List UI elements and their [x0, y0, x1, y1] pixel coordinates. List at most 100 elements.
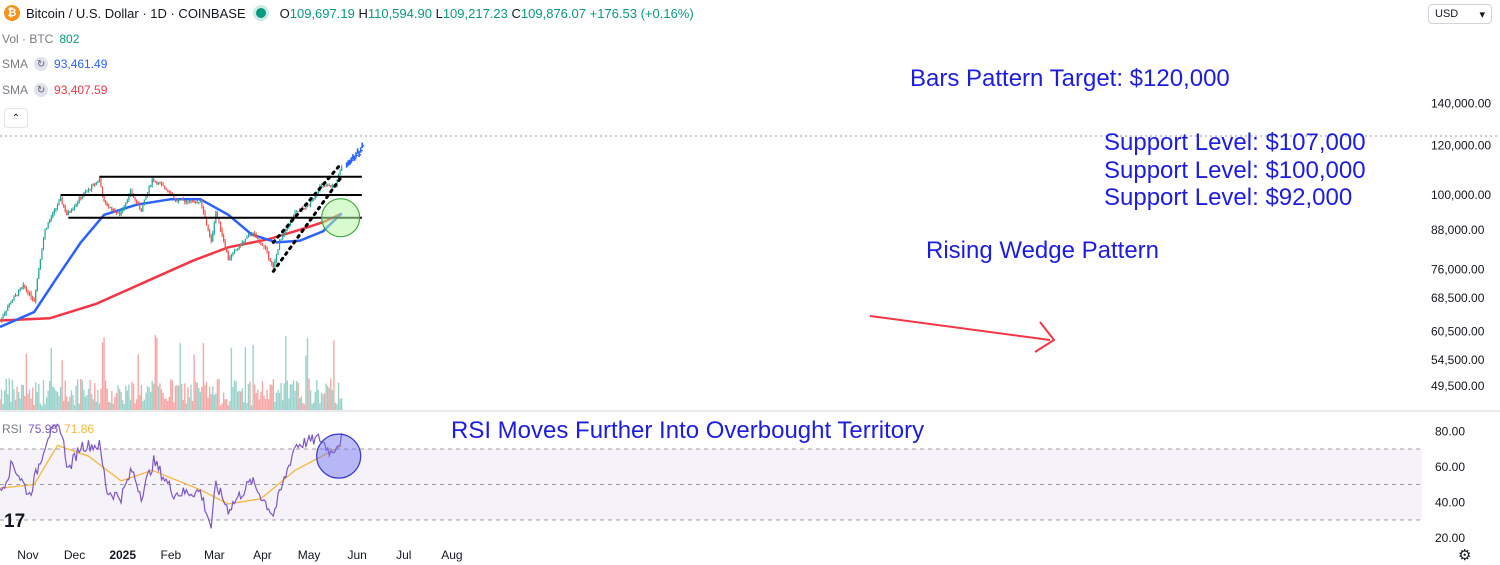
- volume-bar: [170, 379, 172, 410]
- high-value: 110,594.90: [367, 5, 432, 21]
- volume-bar: [216, 379, 219, 410]
- candle-body: [226, 247, 228, 253]
- volume-bar: [13, 389, 15, 410]
- volume-bar: [281, 400, 284, 410]
- volume-bar: [52, 386, 54, 410]
- candle-body: [223, 235, 225, 242]
- refresh-icon[interactable]: ↻: [34, 83, 49, 97]
- volume-bar: [171, 380, 174, 410]
- candle-body: [160, 183, 163, 185]
- volume-bar: [208, 386, 211, 410]
- candle-body: [331, 185, 333, 188]
- volume-bar: [42, 379, 45, 410]
- rsi-axis-label: 80.00: [1435, 424, 1465, 438]
- volume-bar: [313, 402, 315, 410]
- volume-bar: [176, 384, 178, 410]
- volume-bar: [10, 401, 12, 410]
- volume-bar: [297, 382, 299, 410]
- candle-body: [277, 250, 279, 255]
- volume-legend[interactable]: Vol · BTC 802: [2, 32, 79, 46]
- candle-body: [95, 182, 97, 185]
- volume-bar: [291, 384, 293, 410]
- refresh-icon[interactable]: ↻: [34, 57, 49, 71]
- trend-arrow-shaft: [869, 315, 1051, 341]
- candle-body: [73, 206, 76, 209]
- volume-bar: [160, 389, 163, 410]
- volume-bar: [244, 347, 247, 410]
- volume-bar: [255, 393, 257, 410]
- candle-body: [8, 303, 10, 308]
- volume-bar: [87, 388, 90, 410]
- sma-200-legend[interactable]: SMA ↻ 93,407.59: [2, 83, 107, 97]
- candle-body: [42, 238, 45, 250]
- volume-bar: [247, 383, 250, 410]
- candle-body: [106, 203, 108, 207]
- symbol-title[interactable]: Bitcoin / U.S. Dollar · 1D · COINBASE: [26, 5, 246, 21]
- volume-bar: [319, 403, 321, 410]
- volume-bar: [263, 395, 265, 410]
- candle-body: [118, 212, 121, 216]
- volume-bar: [104, 380, 107, 410]
- collapse-legend-button[interactable]: ⌃: [4, 108, 28, 128]
- volume-bar: [333, 340, 335, 410]
- candle-body: [75, 204, 77, 207]
- candle-body: [19, 288, 21, 291]
- volume-bar: [286, 380, 289, 410]
- volume-bar: [81, 380, 84, 410]
- volume-bar: [78, 403, 80, 410]
- candle-body: [25, 287, 28, 291]
- candle-body: [233, 250, 236, 253]
- candle-body: [282, 234, 284, 240]
- volume-bar: [328, 388, 330, 410]
- volume-bar: [253, 384, 256, 410]
- volume-bar: [44, 403, 46, 410]
- candle-body: [320, 186, 323, 188]
- gear-icon[interactable]: ⚙: [1458, 547, 1472, 564]
- volume-bar: [299, 398, 301, 410]
- candle-body: [323, 185, 326, 187]
- candle-body: [254, 233, 256, 236]
- volume-bar: [185, 403, 188, 410]
- candle-body: [306, 205, 309, 207]
- volume-bar: [246, 403, 248, 410]
- candle-body: [297, 211, 299, 213]
- candle-body: [296, 211, 298, 213]
- currency-select[interactable]: USD ▾: [1428, 4, 1492, 24]
- candle-body: [112, 208, 114, 211]
- volume-bar: [106, 388, 108, 410]
- volume-bar: [145, 392, 147, 410]
- candle-body: [317, 191, 319, 194]
- volume-bar: [285, 335, 287, 410]
- rsi-legend[interactable]: RSI 75.95 71.86: [2, 422, 94, 436]
- volume-bar: [76, 379, 79, 410]
- volume-bar: [19, 398, 21, 410]
- volume-bar: [275, 392, 278, 410]
- volume-bar: [292, 380, 295, 410]
- candle-body: [210, 235, 212, 242]
- candle-body: [176, 200, 178, 202]
- volume-bar: [156, 337, 158, 410]
- time-axis-label: Jul: [396, 548, 411, 562]
- volume-bar: [222, 392, 225, 410]
- volume-bar: [177, 385, 180, 410]
- volume-bar: [173, 402, 175, 410]
- volume-bar: [16, 386, 18, 410]
- volume-bar: [0, 399, 1, 410]
- volume-bar: [126, 390, 129, 410]
- candle-body: [67, 211, 69, 216]
- candle-body: [181, 199, 183, 201]
- candle-body: [153, 178, 155, 182]
- candle-body: [263, 245, 265, 247]
- candle-body: [201, 200, 203, 207]
- candle-body: [179, 199, 181, 201]
- volume-bar: [14, 399, 17, 410]
- volume-bar: [56, 391, 59, 410]
- candle-body: [81, 196, 83, 199]
- candle-body: [56, 205, 59, 209]
- volume-bar: [274, 401, 276, 410]
- candle-body: [243, 240, 245, 243]
- symbol-header: ₿ Bitcoin / U.S. Dollar · 1D · COINBASE …: [0, 0, 694, 26]
- candle-body: [70, 210, 73, 212]
- sma-50-legend[interactable]: SMA ↻ 93,461.49: [2, 57, 107, 71]
